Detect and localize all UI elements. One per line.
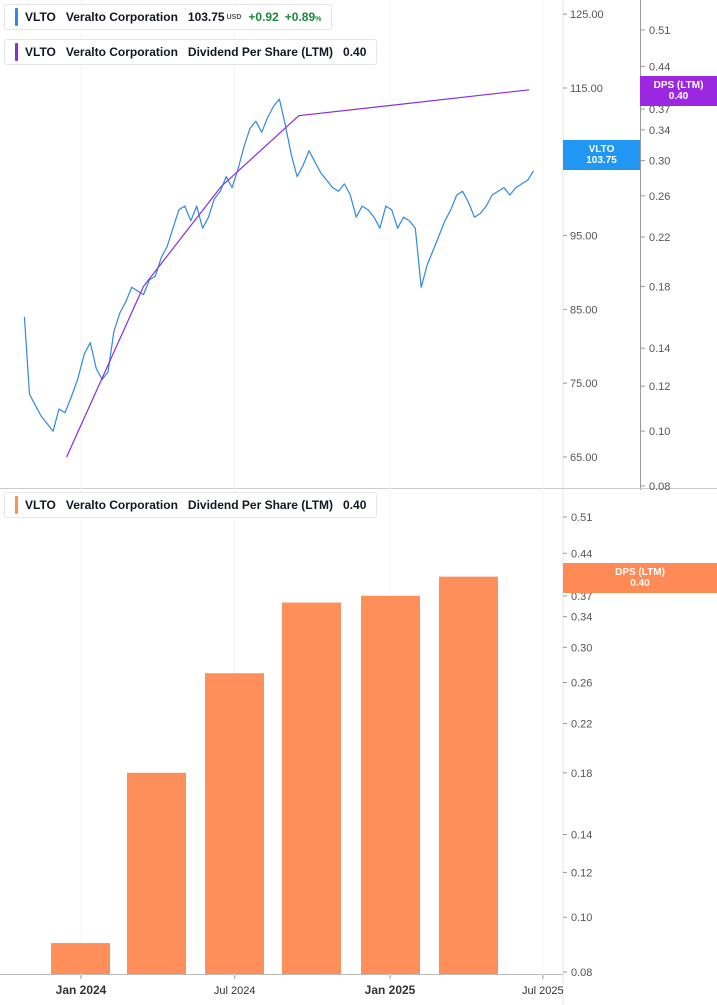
dps-bottom-tick-label: 0.10 xyxy=(571,912,592,924)
price-tick-label: 95.00 xyxy=(570,231,598,243)
price-tick-label: 65.00 xyxy=(570,452,598,464)
dps-bottom-tick-label: 0.26 xyxy=(571,677,592,689)
dps-top-tick-label: 0.37 xyxy=(649,104,670,116)
dps-bottom-tick-label: 0.34 xyxy=(571,612,592,624)
dps-top-tick-label: 0.26 xyxy=(649,191,670,203)
legend-dps-bottom-name: Veralto Corporation xyxy=(65,498,178,512)
dps-top-tick-label: 0.10 xyxy=(649,426,670,438)
dps-bottom-tick-label: 0.37 xyxy=(571,591,592,603)
dps-tag-bottom-value: 0.40 xyxy=(630,578,650,589)
dps-bar xyxy=(205,673,264,974)
dps-bottom-tick-label: 0.44 xyxy=(571,548,592,560)
x-tick-label: Jan 2025 xyxy=(365,983,416,997)
legend-dps-top-metric: Dividend Per Share (LTM) xyxy=(187,45,334,59)
legend-dps-bottom-value: 0.40 xyxy=(343,498,367,512)
dps-bars xyxy=(51,576,498,974)
dps-top-tick-label: 0.14 xyxy=(649,343,670,355)
dps-bottom-tick-label: 0.12 xyxy=(571,867,592,879)
price-tick-label: 85.00 xyxy=(570,304,598,316)
dps-tag-top-value: 0.40 xyxy=(668,91,689,102)
dps-top-tick-label: 0.12 xyxy=(649,381,670,393)
legend-price-change-pct: +0.89% xyxy=(284,10,322,24)
legend-price-color xyxy=(15,8,18,26)
legend-dps-top-color xyxy=(15,43,18,61)
legend-price-symbol: VLTO xyxy=(25,10,56,24)
price-tag-value: 103.75 xyxy=(586,155,617,166)
x-tick-label: Jan 2024 xyxy=(56,983,107,997)
dps-line xyxy=(66,89,530,458)
legend-dps-top-symbol: VLTO xyxy=(25,45,56,59)
x-tick-label: Jul 2025 xyxy=(522,985,564,997)
dps-tag-bottom: DPS (LTM) 0.40 xyxy=(563,563,717,593)
dps-top-tick-label: 0.18 xyxy=(649,281,670,293)
legend-price-value: 103.75 xyxy=(187,10,225,24)
dps-bar xyxy=(282,602,341,974)
dps-axis-top: 0.08 0.10 0.12 0.14 0.18 0.22 0.26 0.30 0.34 0.37… xyxy=(640,25,670,493)
dps-bottom-tick-label: 0.22 xyxy=(571,719,592,731)
price-axis: 65.00 75.00 85.00 95.00 115.00 125.00 xyxy=(563,9,604,464)
legend-price-change: +0.92 xyxy=(248,10,279,24)
dps-bar xyxy=(439,576,498,974)
dps-bottom-tick-label: 0.08 xyxy=(571,967,592,979)
legend-dps-bottom-color xyxy=(15,496,18,514)
legend-dps-bottom-symbol: VLTO xyxy=(25,498,56,512)
dps-top-tick-label: 0.34 xyxy=(649,125,670,137)
price-tag: VLTO 103.75 xyxy=(563,140,640,170)
dps-bar xyxy=(127,772,186,974)
dps-tag-top: DPS (LTM) 0.40 xyxy=(640,76,717,106)
legend-price[interactable]: VLTO Veralto Corporation 103.75 USD +0.9… xyxy=(4,4,333,30)
dps-top-tick-label: 0.08 xyxy=(649,481,670,493)
legend-dps-top[interactable]: VLTO Veralto Corporation Dividend Per Sh… xyxy=(4,39,378,65)
x-tick-label: Jul 2024 xyxy=(214,985,256,997)
legend-dps-bottom[interactable]: VLTO Veralto Corporation Dividend Per Sh… xyxy=(4,492,378,518)
legend-price-currency: USD xyxy=(226,13,242,21)
price-tag-label: VLTO xyxy=(588,144,615,155)
dps-bar xyxy=(361,595,420,974)
price-line xyxy=(23,98,535,432)
price-tick-label: 115.00 xyxy=(570,83,603,95)
series-lines xyxy=(23,89,535,458)
dps-top-tick-label: 0.22 xyxy=(649,232,670,244)
legend-dps-bottom-metric: Dividend Per Share (LTM) xyxy=(187,498,334,512)
legend-dps-top-value: 0.40 xyxy=(343,45,367,59)
dps-tag-bottom-label: DPS (LTM) xyxy=(615,567,665,578)
dps-bottom-tick-label: 0.30 xyxy=(571,642,592,654)
dps-bottom-tick-label: 0.14 xyxy=(571,830,592,842)
dps-bottom-tick-label: 0.51 xyxy=(571,512,592,524)
dps-bottom-tick-label: 0.18 xyxy=(571,768,592,780)
price-tick-label: 75.00 xyxy=(570,378,598,390)
legend-dps-top-name: Veralto Corporation xyxy=(65,45,178,59)
dps-bar xyxy=(51,943,110,974)
legend-price-name: Veralto Corporation xyxy=(65,10,178,24)
dps-top-tick-label: 0.51 xyxy=(649,25,670,37)
price-tick-label: 125.00 xyxy=(570,9,604,21)
dps-axis-bottom: 0.08 0.10 0.12 0.14 0.18 0.22 0.26 0.30 0.34 0.37… xyxy=(563,512,592,979)
dps-top-tick-label: 0.30 xyxy=(649,156,670,168)
x-axis: Jan 2024 Jul 2024 Jan 2025 Jul 2025 xyxy=(56,975,564,997)
dps-top-tick-label: 0.44 xyxy=(649,61,670,73)
dps-tag-top-label: DPS (LTM) xyxy=(653,80,704,91)
